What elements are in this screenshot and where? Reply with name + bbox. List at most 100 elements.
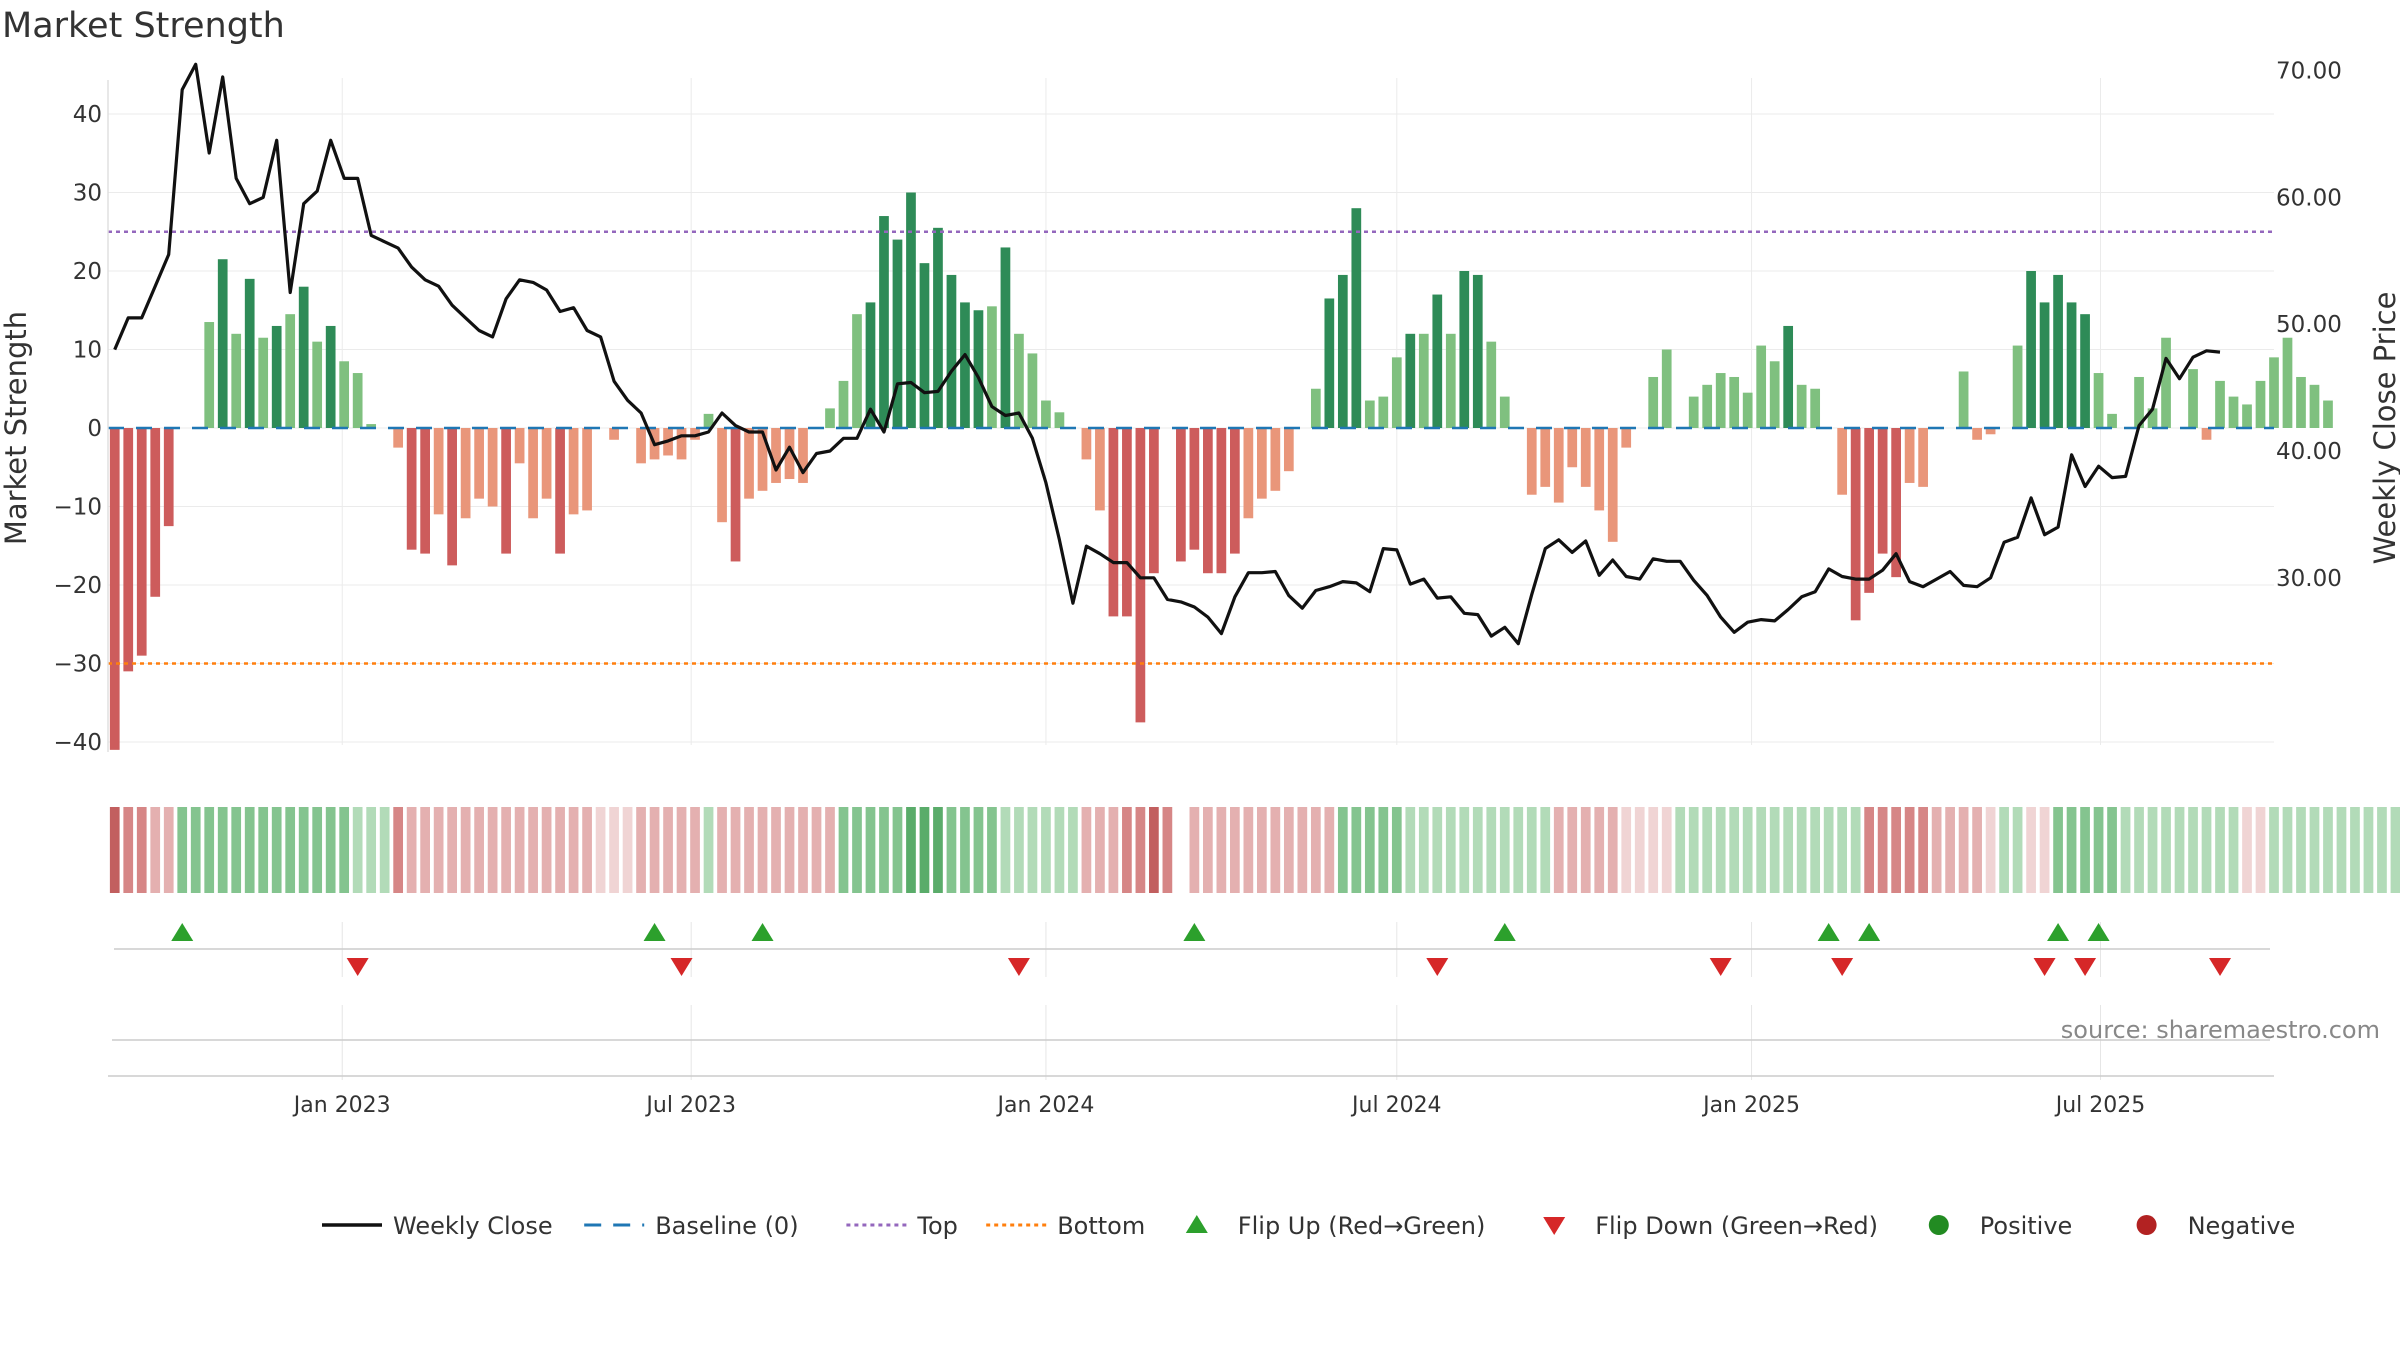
strength-bar xyxy=(1027,353,1038,428)
strength-bar xyxy=(1837,428,1848,495)
strip-cell xyxy=(1216,807,1227,893)
x-tick-label: Jul 2024 xyxy=(1350,1093,1442,1118)
strip-cell xyxy=(2093,807,2104,893)
strip-cell xyxy=(312,807,323,893)
strip-cell xyxy=(460,807,471,893)
strip-cell xyxy=(919,807,930,893)
strength-bar xyxy=(2080,314,2090,428)
strip-cell xyxy=(1283,807,1294,893)
strength-bar xyxy=(2053,274,2063,428)
chart-title: Market Strength xyxy=(2,6,285,46)
strength-bar xyxy=(204,322,215,428)
strip-cell xyxy=(1230,807,1240,893)
strength-bar xyxy=(1310,388,1321,428)
strength-bar xyxy=(1364,400,1375,428)
strip-cell xyxy=(1041,807,1051,893)
strength-bar xyxy=(1418,333,1429,428)
strip-cell xyxy=(150,807,161,893)
strip-cell xyxy=(420,807,430,893)
strip-cell xyxy=(2269,807,2279,893)
strip-cell xyxy=(2026,807,2036,893)
strip-cell xyxy=(339,807,350,893)
strength-bar xyxy=(2161,337,2171,428)
legend-label: Bottom xyxy=(1057,1212,1145,1240)
flip-up-marker xyxy=(1858,923,1881,941)
strip-cell xyxy=(946,807,957,893)
strength-bar xyxy=(1796,384,1807,428)
strength-bar xyxy=(2093,373,2104,428)
strip-cell xyxy=(514,807,525,893)
strip-cell xyxy=(271,807,282,893)
strength-bar xyxy=(2323,400,2333,428)
strength-bar xyxy=(1580,428,1591,487)
x-tick-label: Jan 2025 xyxy=(1701,1093,1800,1118)
strength-bar xyxy=(1985,428,1996,435)
strip-cell xyxy=(582,807,592,893)
strip-cell xyxy=(1459,807,1470,893)
strip-cell xyxy=(2215,807,2225,893)
strength-bar xyxy=(1756,345,1767,428)
strength-bar xyxy=(892,239,903,428)
strip-cell xyxy=(1203,807,1213,893)
strip-cell xyxy=(2080,807,2090,893)
strength-bar xyxy=(744,428,754,499)
strip-cell xyxy=(1621,807,1632,893)
strength-bar xyxy=(1891,428,1901,578)
strip-cell xyxy=(177,807,188,893)
strength-bar xyxy=(1256,428,1267,499)
strip-cell xyxy=(973,807,984,893)
strip-cell xyxy=(1513,807,1524,893)
strip-cell xyxy=(244,807,255,893)
strength-bar xyxy=(123,428,134,672)
strip-cell xyxy=(838,807,849,893)
strength-bar xyxy=(2012,345,2023,428)
strip-cell xyxy=(1486,807,1497,893)
strip-cell xyxy=(487,807,498,893)
strength-bar xyxy=(339,361,350,428)
strip-cell xyxy=(1027,807,1038,893)
strength-bar xyxy=(2188,369,2198,428)
strength-bar xyxy=(1877,428,1888,554)
strength-bar xyxy=(2039,302,2050,428)
strip-cell xyxy=(1122,807,1132,893)
strength-bar xyxy=(514,428,525,464)
strip-cell xyxy=(1796,807,1807,893)
strength-bar xyxy=(1850,428,1861,621)
strength-bar xyxy=(1729,376,1740,428)
flip-down-marker xyxy=(670,958,693,976)
strength-bar xyxy=(2107,413,2117,428)
strength-bar xyxy=(636,428,646,464)
legend-swatch-flip-up xyxy=(1185,1215,1208,1233)
strength-bar xyxy=(1081,428,1092,460)
strip-cell xyxy=(636,807,646,893)
y-tick-label: −10 xyxy=(53,495,102,521)
strip-cell xyxy=(2282,807,2293,893)
strength-bar xyxy=(852,314,862,428)
y-tick-label: 10 xyxy=(73,338,102,364)
strength-bar xyxy=(1594,428,1605,511)
y-tick-label: −40 xyxy=(53,730,102,756)
x-tick-label: Jan 2023 xyxy=(292,1093,391,1118)
strength-bar xyxy=(919,263,930,428)
legend-label: Positive xyxy=(1980,1212,2073,1240)
strip-cell xyxy=(1068,807,1078,893)
strength-bar xyxy=(1135,428,1146,723)
y-tick-label: −30 xyxy=(53,652,102,678)
strip-cell xyxy=(1648,807,1659,893)
strength-bar xyxy=(730,428,741,562)
strip-cell xyxy=(555,807,565,893)
strength-bar xyxy=(1041,400,1051,428)
flip-up-marker xyxy=(643,923,666,941)
strip-cell xyxy=(2336,807,2347,893)
strip-cell xyxy=(568,807,579,893)
strength-bar xyxy=(1270,428,1281,491)
strength-bar xyxy=(352,373,363,428)
legend-label: Weekly Close xyxy=(393,1212,553,1240)
strip-cell xyxy=(1364,807,1375,893)
y2-tick-label: 40.00 xyxy=(2276,439,2342,465)
strength-bar xyxy=(1783,325,1794,428)
strip-cell xyxy=(1729,807,1740,893)
strip-cell xyxy=(1850,807,1861,893)
strength-bar xyxy=(1108,428,1119,617)
strength-bar xyxy=(960,302,970,428)
